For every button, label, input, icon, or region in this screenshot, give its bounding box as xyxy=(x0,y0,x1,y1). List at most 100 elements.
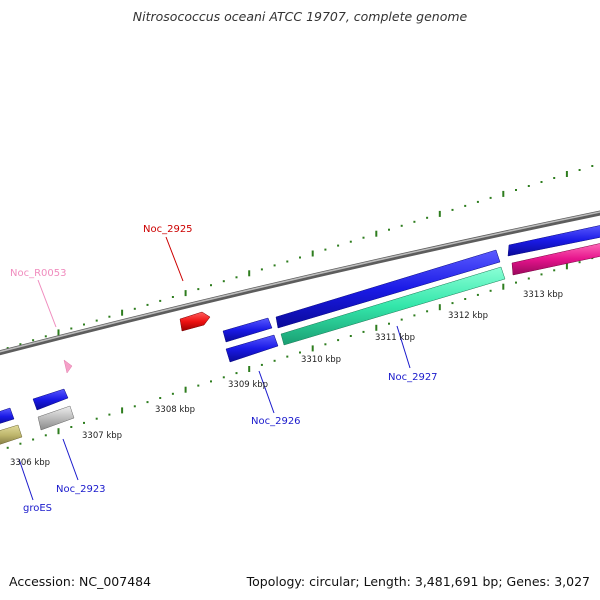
minor-tick xyxy=(19,442,22,445)
minor-tick xyxy=(95,319,98,322)
minor-tick xyxy=(527,277,530,280)
minor-tick xyxy=(464,204,467,207)
major-tick xyxy=(121,407,124,414)
minor-tick xyxy=(337,244,340,247)
gene-magenta[interactable] xyxy=(511,243,600,276)
major-tick xyxy=(311,345,314,352)
minor-tick xyxy=(476,293,479,296)
scale-label-3310: 3310 kbp xyxy=(301,355,341,365)
label-noc-2926: Noc_2926 xyxy=(251,416,301,427)
minor-tick xyxy=(197,288,200,291)
gene-forward-b[interactable] xyxy=(275,249,501,329)
minor-tick xyxy=(578,169,581,171)
leader-noc-2923 xyxy=(62,438,79,481)
minor-tick xyxy=(337,339,340,342)
major-tick xyxy=(184,290,187,297)
gene-noc-2927[interactable] xyxy=(280,266,506,346)
major-tick xyxy=(565,263,568,270)
minor-tick xyxy=(19,343,22,346)
major-tick xyxy=(57,428,60,435)
minor-tick xyxy=(273,264,276,267)
minor-tick xyxy=(451,208,454,211)
gene-forward-c[interactable] xyxy=(507,225,600,257)
label-noc-2923: Noc_2923 xyxy=(56,484,106,495)
minor-tick xyxy=(515,281,517,284)
major-tick xyxy=(121,309,124,316)
minor-tick xyxy=(324,343,327,346)
minor-tick xyxy=(324,248,327,251)
minor-tick xyxy=(273,359,276,362)
minor-tick xyxy=(426,310,429,313)
major-tick xyxy=(248,366,251,372)
minor-tick xyxy=(489,196,492,199)
minor-tick xyxy=(6,446,9,449)
major-tick xyxy=(565,171,568,177)
minor-tick xyxy=(83,421,85,424)
major-tick xyxy=(502,190,505,197)
minor-tick xyxy=(349,335,352,337)
gene-noc-2925[interactable] xyxy=(179,311,211,332)
minor-tick xyxy=(146,303,149,306)
gene-groes[interactable] xyxy=(0,424,23,446)
label-noc-2925: Noc_2925 xyxy=(143,224,193,235)
minor-tick xyxy=(95,417,98,420)
minor-tick xyxy=(413,314,416,317)
gene-noc-r0053[interactable] xyxy=(63,359,73,374)
leader-noc-r0053 xyxy=(37,279,57,328)
minor-tick xyxy=(235,276,238,279)
major-tick xyxy=(375,324,378,331)
leader-noc-2925 xyxy=(165,236,184,282)
minor-tick xyxy=(426,216,429,219)
label-noc-2927: Noc_2927 xyxy=(388,372,438,383)
minor-tick xyxy=(286,355,289,358)
minor-tick xyxy=(515,189,517,191)
scale-label-3309: 3309 kbp xyxy=(228,380,268,390)
minor-tick xyxy=(540,273,543,276)
scale-label-3307: 3307 kbp xyxy=(82,431,122,441)
label-groes: groES xyxy=(23,503,52,514)
minor-tick xyxy=(44,335,47,338)
map-title: Nitrosococcus oceani ATCC 19707, complet… xyxy=(132,9,468,24)
gene-forward-d[interactable] xyxy=(32,388,69,411)
gene-forward-e[interactable] xyxy=(0,407,15,425)
minor-tick xyxy=(362,236,365,239)
minor-tick xyxy=(6,347,9,350)
minor-tick xyxy=(464,298,467,300)
minor-tick xyxy=(591,165,594,167)
minor-tick xyxy=(108,413,111,416)
minor-tick xyxy=(400,318,403,321)
scale-label-3312: 3312 kbp xyxy=(448,311,488,321)
minor-tick xyxy=(578,261,581,264)
minor-tick xyxy=(146,401,149,404)
gene-forward-a[interactable] xyxy=(222,317,273,343)
scale-label-3306: 3306 kbp xyxy=(10,458,50,468)
major-tick xyxy=(248,270,251,277)
accession-label: Accession: NC_007484 xyxy=(9,574,152,589)
minor-tick xyxy=(362,330,365,333)
genome-backbone-highlight xyxy=(0,211,600,353)
major-tick xyxy=(375,230,378,237)
major-tick xyxy=(57,329,60,336)
minor-tick xyxy=(476,200,479,203)
major-tick xyxy=(438,210,441,217)
scale-label-3313: 3313 kbp xyxy=(523,290,563,300)
genome-summary: Topology: circular; Length: 3,481,691 bp… xyxy=(246,574,590,589)
gene-noc-2923[interactable] xyxy=(37,405,75,431)
major-tick xyxy=(502,283,505,290)
minor-tick xyxy=(171,392,174,395)
minor-tick xyxy=(388,228,390,231)
minor-tick xyxy=(540,181,543,183)
minor-tick xyxy=(527,185,530,187)
minor-tick xyxy=(349,240,352,243)
leader-noc-2927 xyxy=(396,325,411,369)
minor-tick xyxy=(159,299,162,302)
minor-tick xyxy=(222,376,225,379)
minor-tick xyxy=(171,296,174,298)
minor-tick xyxy=(400,224,403,227)
minor-tick xyxy=(70,327,73,330)
scale-label-3311: 3311 kbp xyxy=(375,333,415,343)
gene-noc-2926[interactable] xyxy=(225,334,279,363)
minor-tick xyxy=(413,220,416,223)
